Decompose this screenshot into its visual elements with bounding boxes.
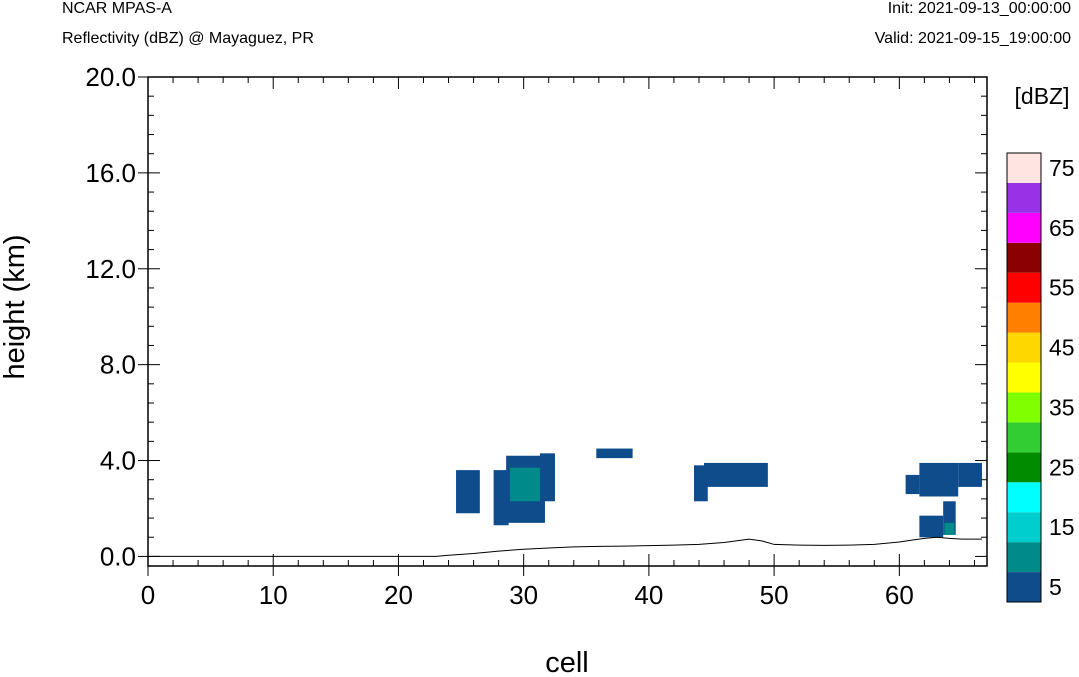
x-tick-label: 10	[259, 580, 288, 610]
colorbar-swatch	[1007, 153, 1041, 183]
axis-ticks	[138, 76, 987, 576]
colorbar-swatch	[1007, 212, 1041, 243]
y-tick-label: 8.0	[100, 350, 136, 380]
reflectivity-region-13	[944, 522, 955, 535]
x-tick-label: 40	[634, 580, 663, 610]
colorbar-tick-label: 55	[1049, 275, 1075, 301]
chart-subtitle: Reflectivity (dBZ) @ Mayaguez, PR	[62, 30, 314, 47]
x-tick-labels: 0 10 20 30 40 50 60	[141, 580, 914, 610]
valid-time: Valid: 2021-09-15_19:00:00	[874, 30, 1071, 47]
colorbar-swatch	[1007, 182, 1041, 213]
reflectivity-region-9	[919, 462, 959, 497]
terrain-layer	[148, 536, 982, 557]
reflectivity-region-4	[509, 467, 540, 502]
x-tick-label: 30	[509, 580, 538, 610]
y-tick-label: 20.0	[85, 62, 136, 92]
reflectivity-region-5	[596, 448, 633, 459]
reflectivity-regions	[456, 448, 982, 538]
colorbar-tick-labels: 5 15 25 35 45 55 65 75	[1049, 155, 1075, 600]
reflectivity-region-7	[703, 462, 768, 487]
reflectivity-region-3	[539, 453, 555, 502]
colorbar-swatch	[1007, 332, 1041, 363]
y-tick-label: 0.0	[100, 541, 136, 571]
reflectivity-region-10	[958, 462, 982, 487]
x-tick-label: 50	[760, 580, 789, 610]
colorbar-swatch	[1007, 542, 1041, 573]
x-axis-label: cell	[545, 647, 589, 677]
x-tick-label: 60	[885, 580, 914, 610]
colorbar-swatch	[1007, 512, 1041, 543]
colorbar-tick-label: 25	[1049, 454, 1075, 480]
x-tick-label: 20	[384, 580, 413, 610]
reflectivity-region-8	[905, 474, 920, 495]
reflectivity-region-11	[919, 515, 944, 538]
colorbar-tick-label: 65	[1049, 215, 1075, 241]
colorbar-swatch	[1007, 272, 1041, 303]
plot-frame	[147, 76, 988, 567]
reflectivity-region-0	[456, 470, 480, 514]
reflectivity-region-1	[493, 470, 509, 526]
y-tick-label: 4.0	[100, 446, 136, 476]
colorbar-tick-label: 35	[1049, 394, 1075, 420]
colorbar-label: [dBZ]	[1015, 83, 1070, 109]
colorbar-swatch	[1007, 302, 1041, 333]
colorbar-swatch	[1007, 572, 1041, 602]
y-axis-label: height (km)	[0, 234, 31, 379]
terrain-line	[148, 536, 982, 557]
colorbar-tick-label: 15	[1049, 514, 1075, 540]
colorbar-tick-label: 5	[1049, 574, 1062, 600]
colorbar-swatch	[1007, 362, 1041, 393]
colorbar-swatch	[1007, 482, 1041, 513]
colorbar-tick-label: 45	[1049, 335, 1075, 361]
x-tick-label: 0	[141, 580, 155, 610]
model-title: NCAR MPAS-A	[62, 0, 172, 17]
y-tick-label: 16.0	[85, 158, 136, 188]
colorbar	[1006, 152, 1042, 603]
y-tick-label: 12.0	[85, 254, 136, 284]
init-time: Init: 2021-09-13_00:00:00	[887, 0, 1071, 17]
colorbar-swatch	[1007, 422, 1041, 453]
y-tick-labels: 0.0 4.0 8.0 12.0 16.0 20.0	[85, 62, 136, 571]
colorbar-frame	[1006, 152, 1042, 603]
colorbar-tick-label: 75	[1049, 155, 1075, 181]
colorbar-swatch	[1007, 242, 1041, 273]
colorbar-swatch	[1007, 392, 1041, 423]
colorbar-swatch	[1007, 452, 1041, 483]
